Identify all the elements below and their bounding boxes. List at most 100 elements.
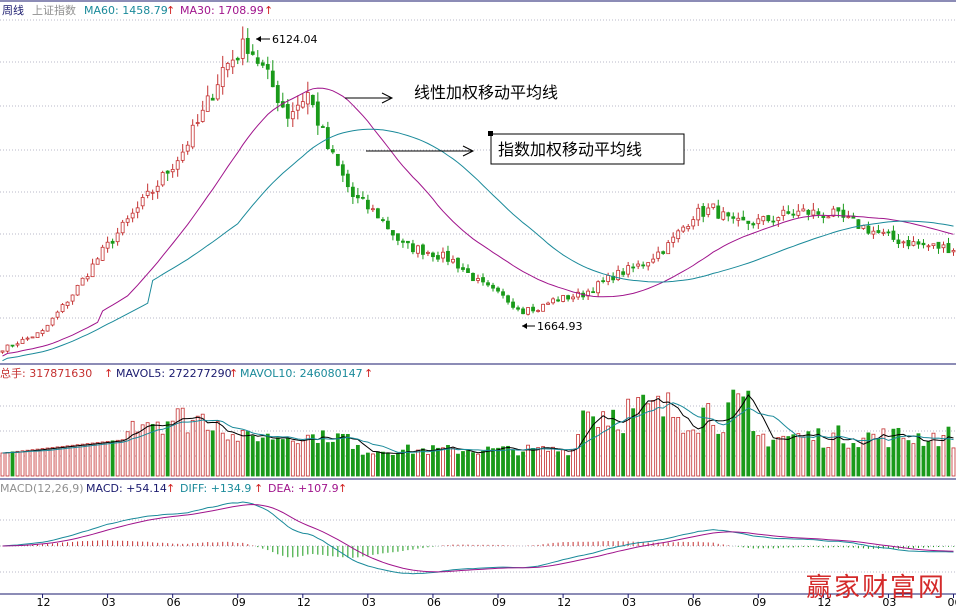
volume-bar xyxy=(921,445,926,477)
candle-body xyxy=(816,211,821,215)
candle-body xyxy=(100,246,105,261)
candle xyxy=(866,221,871,235)
candle-body xyxy=(901,241,906,244)
candle-body xyxy=(781,209,786,216)
volume-bar xyxy=(571,449,575,477)
candle xyxy=(781,205,786,221)
candle-body xyxy=(290,111,295,120)
candle xyxy=(70,294,75,305)
candle xyxy=(290,102,295,127)
candle xyxy=(340,160,345,183)
volume-bar xyxy=(736,393,741,477)
candle xyxy=(95,257,100,265)
volume-bar xyxy=(305,434,310,477)
candle-body xyxy=(5,344,10,352)
volume-bar xyxy=(446,445,450,477)
candle xyxy=(451,255,455,264)
candle-body xyxy=(215,84,220,100)
volume-bar xyxy=(546,450,550,477)
candle-body xyxy=(70,294,75,302)
candle-body xyxy=(370,208,375,211)
candle xyxy=(355,187,360,204)
macd-histogram xyxy=(7,540,954,558)
volume-bar xyxy=(766,446,771,477)
candle xyxy=(275,80,280,112)
candle xyxy=(541,303,545,312)
candle-body xyxy=(235,57,240,61)
candle-body xyxy=(195,122,200,124)
volume-up-arrow: ↑ xyxy=(104,367,113,380)
candle xyxy=(731,212,736,224)
mavol10-readout: MAVOL10: 246080147 xyxy=(240,367,363,380)
wma-note: 线性加权移动平均线 xyxy=(414,83,558,102)
volume-bar xyxy=(501,446,505,477)
volume-bar xyxy=(666,392,671,477)
volume-bar xyxy=(45,447,50,477)
candle xyxy=(876,224,881,234)
candle xyxy=(551,297,555,305)
volume-bar xyxy=(255,441,260,477)
candle xyxy=(235,56,240,65)
candle xyxy=(250,44,255,56)
candle xyxy=(671,232,676,248)
candle-body xyxy=(771,220,776,223)
volume-bar xyxy=(285,438,290,477)
candle-body xyxy=(446,250,450,262)
candle-body xyxy=(796,210,801,216)
candle-body xyxy=(260,62,265,66)
volume-bar xyxy=(421,448,425,477)
candle xyxy=(165,170,170,181)
volume-bar xyxy=(235,440,240,477)
volume-bar xyxy=(771,439,776,477)
candle xyxy=(50,317,55,327)
candle-body xyxy=(120,221,125,234)
volume-bar xyxy=(661,416,666,477)
volume-bar xyxy=(791,434,796,477)
volume-bar xyxy=(110,440,115,477)
volume-bar xyxy=(75,444,80,477)
candle-body xyxy=(631,266,636,269)
volume-bar xyxy=(786,436,791,477)
candle-body xyxy=(140,197,145,207)
candle xyxy=(616,265,621,282)
candle xyxy=(330,145,335,155)
candle xyxy=(621,268,626,278)
volume-bar xyxy=(180,407,185,477)
candle-body xyxy=(936,241,941,249)
volume-bar xyxy=(576,434,581,477)
candle-body xyxy=(461,267,465,270)
candle xyxy=(0,350,5,354)
volume-bar xyxy=(906,440,911,477)
volume-bar xyxy=(125,431,130,477)
volume-bar xyxy=(90,442,95,477)
candle xyxy=(711,203,716,210)
volume-bar xyxy=(396,453,400,477)
candle-body xyxy=(751,223,756,226)
volume-bar xyxy=(886,447,891,477)
candle-body xyxy=(561,295,565,302)
candle-body xyxy=(741,216,746,221)
candle xyxy=(506,294,510,305)
volume-bar xyxy=(721,432,726,477)
candle-body xyxy=(170,168,175,173)
candle xyxy=(601,277,606,284)
volume-bar xyxy=(265,433,270,477)
candle xyxy=(120,219,125,236)
candle xyxy=(386,216,390,230)
candle-body xyxy=(946,243,951,254)
volume-bar xyxy=(275,437,280,477)
candle xyxy=(776,216,781,227)
volume-bar xyxy=(85,443,90,477)
candle xyxy=(851,212,856,219)
candle-body xyxy=(396,233,400,241)
candle-body xyxy=(406,240,410,244)
candle xyxy=(746,220,751,231)
candle-body xyxy=(556,299,560,302)
volume-bar xyxy=(761,433,766,477)
candle-body xyxy=(50,317,55,326)
candle-body xyxy=(671,236,676,243)
candle xyxy=(816,208,821,218)
x-tick-label: 03 xyxy=(882,596,896,607)
volume-bar xyxy=(806,431,811,477)
volume-bar xyxy=(536,447,540,477)
